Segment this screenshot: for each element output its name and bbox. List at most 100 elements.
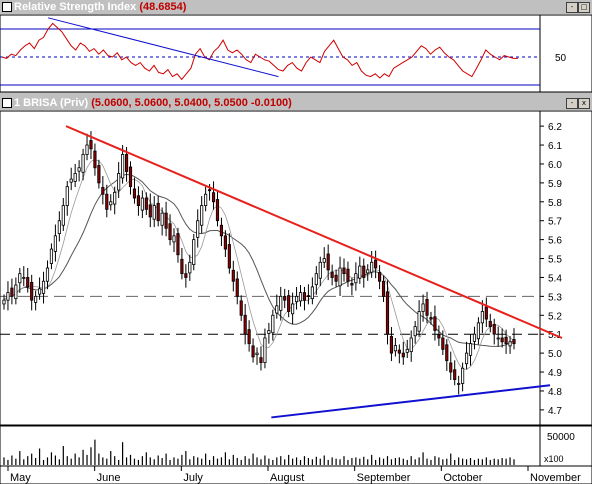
candle-body xyxy=(461,367,465,384)
price-title: 1 BRISA (Priv) xyxy=(14,97,89,109)
candle-body xyxy=(496,337,500,340)
candle-body xyxy=(26,277,30,288)
month-label-may: May xyxy=(10,472,31,484)
candle-body xyxy=(294,295,299,303)
candle-body xyxy=(417,311,421,332)
candle-body xyxy=(93,150,97,169)
candle-body xyxy=(243,314,247,335)
candle-body xyxy=(22,277,26,279)
candle-body xyxy=(121,154,125,179)
candle-body xyxy=(89,140,93,150)
candle-body xyxy=(85,144,89,155)
price-minimize-button[interactable]: - xyxy=(566,98,578,109)
candle-body xyxy=(156,202,160,222)
candle-body xyxy=(204,193,208,206)
price-values: (5.0600, 5.0600, 5.0400, 5.0500 -0.0100) xyxy=(91,97,292,109)
candle-body xyxy=(291,303,295,315)
month-label-october: October xyxy=(443,472,482,484)
candle-body xyxy=(283,295,287,301)
candle-body xyxy=(255,352,259,356)
candle-body xyxy=(223,235,227,250)
candle-body xyxy=(172,235,176,243)
candle-body xyxy=(211,192,216,203)
month-label-june: June xyxy=(97,472,121,484)
candle-body xyxy=(53,235,57,252)
rsi-trendline xyxy=(47,17,279,78)
candle-body xyxy=(310,286,314,300)
price-tick-label: 4.7 xyxy=(548,406,562,417)
candle-body xyxy=(144,197,148,210)
candle-body xyxy=(188,261,192,274)
candle-body xyxy=(346,268,350,282)
candle-body xyxy=(168,223,172,241)
candle-body xyxy=(18,273,22,284)
candle-body xyxy=(508,341,512,347)
candle-body xyxy=(73,173,77,182)
candle-body xyxy=(500,337,504,343)
candle-body xyxy=(215,199,220,222)
candle-body xyxy=(366,269,370,274)
price-tick-label: 5.6 xyxy=(548,236,562,247)
candle-body xyxy=(409,337,413,353)
rsi-axis-label-50: 50 xyxy=(555,53,567,64)
price-tick-label: 5.7 xyxy=(548,217,562,228)
candle-body xyxy=(476,322,480,340)
price-close-button[interactable]: x xyxy=(578,98,590,109)
candle-body xyxy=(302,292,307,301)
volume-bars xyxy=(3,439,515,465)
candle-body xyxy=(2,299,6,305)
candle-body xyxy=(401,352,405,358)
candle-body xyxy=(196,220,200,238)
candle-body xyxy=(326,253,330,271)
price-tick-label: 6.0 xyxy=(548,160,562,171)
candle-body xyxy=(441,337,445,350)
rsi-restore-button[interactable]: □ xyxy=(578,2,590,13)
rsi-panel-checkbox[interactable] xyxy=(2,2,12,12)
candle-body xyxy=(38,288,42,295)
candle-body xyxy=(14,284,18,300)
candle-body xyxy=(512,339,516,345)
price-tick-label: 5.8 xyxy=(548,198,562,209)
candle-body xyxy=(464,352,469,365)
candle-body xyxy=(34,295,38,303)
rsi-minimize-button[interactable]: - xyxy=(566,2,578,13)
candle-body xyxy=(41,280,46,294)
candle-body xyxy=(306,295,310,298)
price-tick-label: 4.9 xyxy=(548,368,562,379)
candle-body xyxy=(472,333,477,342)
candle-body xyxy=(192,239,196,265)
candle-body xyxy=(397,349,401,354)
month-axis-area xyxy=(0,465,592,484)
candle-body xyxy=(322,258,326,263)
candle-body xyxy=(160,212,164,226)
volume-multiplier: x100 xyxy=(544,454,564,464)
price-tick-label: 5.3 xyxy=(548,292,562,303)
price-panel-checkbox[interactable] xyxy=(2,98,12,108)
candle-body xyxy=(437,334,441,339)
candle-body xyxy=(370,261,374,273)
price-tick-label: 4.8 xyxy=(548,387,562,398)
candle-body xyxy=(334,274,338,282)
candle-body xyxy=(378,272,382,282)
candle-body xyxy=(219,224,224,237)
candles xyxy=(2,131,516,395)
trendline-blue xyxy=(271,384,551,419)
candle-body xyxy=(251,345,255,358)
month-label-november: November xyxy=(530,472,581,484)
candle-body xyxy=(180,258,184,275)
candle-body xyxy=(176,233,180,256)
trendline-red xyxy=(65,125,563,339)
candle-body xyxy=(374,259,378,269)
candle-body xyxy=(421,303,425,312)
candle-body xyxy=(492,323,496,335)
candle-body xyxy=(113,191,117,205)
candle-body xyxy=(393,345,397,352)
candle-body xyxy=(101,187,105,195)
candle-body xyxy=(124,154,129,172)
candle-body xyxy=(362,265,366,278)
price-tick-label: 5.2 xyxy=(548,311,562,322)
candle-body xyxy=(30,281,34,301)
candle-body xyxy=(504,336,508,345)
candle-body xyxy=(231,269,235,282)
